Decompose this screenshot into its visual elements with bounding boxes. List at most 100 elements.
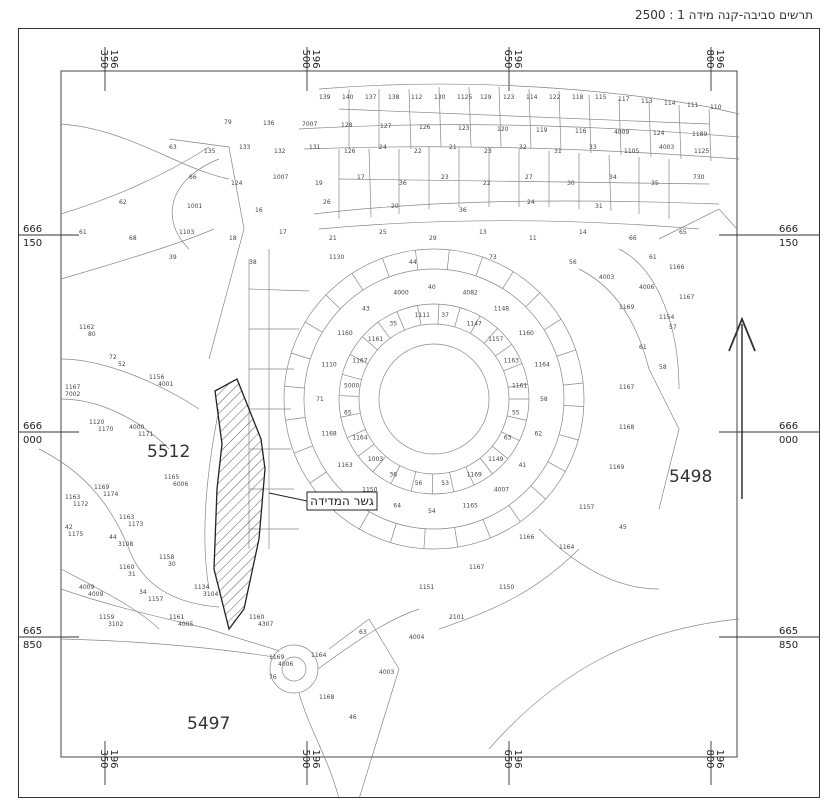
- grid-x-label: 196: [108, 49, 119, 68]
- lot-number: 1161: [512, 383, 527, 390]
- highlighted-parcel: [213, 378, 266, 631]
- lot-number: 1156: [149, 374, 164, 381]
- lot-number: 6006: [173, 481, 188, 488]
- lot-number: 1167: [619, 384, 634, 391]
- lot-number: 41: [519, 462, 527, 469]
- grid-x-label: 196: [512, 49, 523, 68]
- lot-number: 1167: [65, 384, 80, 391]
- lot-number: 34: [609, 174, 617, 181]
- lot-number: 133: [239, 144, 251, 151]
- lot-number: 39: [169, 254, 177, 261]
- lot-number: 126: [419, 124, 431, 131]
- lot-number: 1163: [504, 357, 519, 364]
- lot-number: 7007: [302, 121, 317, 128]
- lot-number: 46: [349, 714, 357, 721]
- lot-number: 35: [389, 320, 397, 327]
- lot-number: 1169: [94, 484, 109, 491]
- lot-number: 71: [316, 396, 324, 403]
- lot-number: 4000: [129, 424, 144, 431]
- lot-number: 1169: [269, 654, 284, 661]
- lot-number: 4003: [659, 144, 674, 151]
- grid-x-label: 196: [310, 49, 321, 68]
- plan-title: תרשים סביבה-קנה מידה 1 : 2500: [634, 8, 813, 22]
- lot-number: 1163: [337, 462, 352, 469]
- lot-number: 1147: [467, 320, 482, 327]
- lot-number: 43: [362, 305, 370, 312]
- lot-number: 25: [379, 229, 387, 236]
- lot-number: 1150: [362, 487, 377, 494]
- lot-number: 7002: [65, 391, 80, 398]
- lot-number: 113: [641, 98, 653, 105]
- lot-number: 1170: [98, 426, 113, 433]
- lot-number: 1164: [311, 652, 326, 659]
- grid-y-label: 850: [779, 640, 798, 651]
- grid-y-label: 666: [779, 421, 798, 432]
- lot-number: 1151: [419, 584, 434, 591]
- grid-x-label: 196: [714, 49, 725, 68]
- grid-y-label: 666: [23, 421, 42, 432]
- lot-number: 35: [651, 180, 659, 187]
- lot-number: 1166: [669, 264, 684, 271]
- lot-number: 24: [379, 144, 387, 151]
- lot-number: 1164: [352, 435, 367, 442]
- lot-number: 1160: [519, 330, 534, 337]
- lot-number: 1172: [73, 501, 88, 508]
- lot-number: 1174: [103, 491, 118, 498]
- lot-number: 123: [503, 94, 515, 101]
- grid-y-label: 000: [779, 435, 798, 446]
- lot-number: 730: [693, 174, 705, 181]
- lot-number: 1157: [488, 336, 503, 343]
- lot-number: 138: [388, 94, 400, 101]
- block-label-5512: 5512: [147, 442, 190, 462]
- lot-number: 17: [357, 174, 365, 181]
- lot-number: 44: [109, 534, 117, 541]
- lot-number: 4307: [258, 621, 273, 628]
- lot-number: 130: [434, 94, 446, 101]
- lot-number: 26: [323, 199, 331, 206]
- lot-number: 4001: [158, 381, 173, 388]
- lot-number: 128: [341, 122, 353, 129]
- lot-number: 123: [458, 125, 470, 132]
- lot-number: 20: [391, 203, 399, 210]
- lot-number: 4006: [639, 284, 654, 291]
- lot-number: 58: [659, 364, 667, 371]
- north-arrow-icon: [728, 316, 756, 499]
- lot-number: 131: [309, 144, 321, 151]
- lot-number: 1157: [148, 596, 163, 603]
- lot-number: 29: [429, 235, 437, 242]
- lot-number: 1159: [99, 614, 114, 621]
- callout-box: [306, 491, 378, 511]
- lot-number: 21: [329, 235, 337, 242]
- lot-number: 127: [380, 123, 392, 130]
- lot-number: 1164: [535, 361, 550, 368]
- lot-number: 2101: [449, 614, 464, 621]
- lot-number: 31: [128, 571, 136, 578]
- lot-number: 110: [710, 104, 722, 111]
- lot-number: 4004: [409, 634, 424, 641]
- lot-number: 1001: [187, 203, 202, 210]
- block-label-5497: 5497: [187, 714, 230, 734]
- lot-number: 27: [525, 174, 533, 181]
- lot-number: 4003: [379, 669, 394, 676]
- lot-number: 65: [679, 229, 687, 236]
- lot-number: 66: [629, 235, 637, 242]
- lot-number: 1158: [159, 554, 174, 561]
- lot-number: 63: [169, 144, 177, 151]
- grid-x-label: 500: [300, 49, 311, 68]
- lot-number: 3104: [203, 591, 218, 598]
- lot-number: 139: [319, 94, 331, 101]
- lot-number: 1105: [624, 148, 639, 155]
- lot-number: 33: [589, 144, 597, 151]
- lot-number: 1160: [119, 564, 134, 571]
- grid-x-label: 350: [98, 749, 109, 768]
- lot-number: 1134: [194, 584, 209, 591]
- lot-number: 4003: [599, 274, 614, 281]
- lot-number: 21: [449, 144, 457, 151]
- lot-number: 31: [595, 203, 603, 210]
- lot-number: 58: [540, 396, 548, 403]
- lot-number: 1169: [619, 304, 634, 311]
- lot-number: 54: [428, 508, 436, 515]
- lot-number: 23: [484, 148, 492, 155]
- lot-number: 64: [393, 503, 401, 510]
- lot-number: 66: [189, 174, 197, 181]
